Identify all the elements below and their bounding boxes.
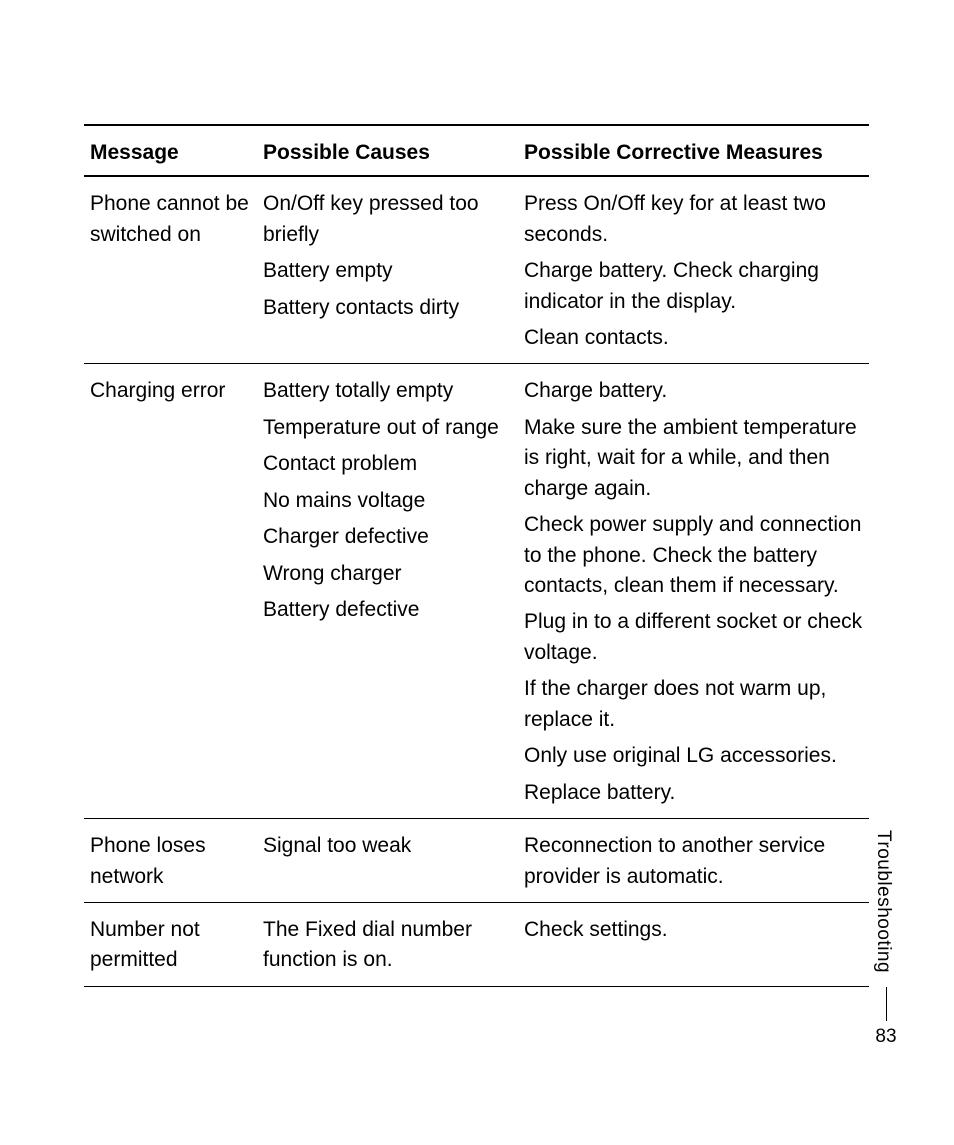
cell-fixes: Press On/Off key for at least two second…	[524, 176, 869, 364]
table-header-row: Message Possible Causes Possible Correct…	[84, 125, 869, 176]
cause-text: The Fixed dial number function is on.	[263, 915, 510, 976]
cell-causes: Battery totally empty Temperature out of…	[263, 364, 524, 819]
cell-causes: On/Off key pressed too briefly Battery e…	[263, 176, 524, 364]
cell-fixes: Check settings.	[524, 902, 869, 986]
table-row: Phone cannot be switched on On/Off key p…	[84, 176, 869, 364]
cell-fixes: Charge battery. Make sure the ambient te…	[524, 364, 869, 819]
cause-text: Wrong charger	[263, 559, 510, 589]
cell-message: Charging error	[84, 364, 263, 819]
cause-text: Battery empty	[263, 256, 510, 286]
side-rule	[886, 987, 887, 1021]
message-text: Phone loses network	[90, 831, 249, 892]
cause-text: Temperature out of range	[263, 413, 510, 443]
fix-text: Only use original LG accessories.	[524, 741, 869, 771]
cell-message: Number not permitted	[84, 902, 263, 986]
fix-text: Charge battery.	[524, 376, 869, 406]
message-text: Phone cannot be switched on	[90, 189, 249, 250]
col-header-message: Message	[84, 125, 263, 176]
cause-text: Battery defective	[263, 595, 510, 625]
col-header-causes: Possible Causes	[263, 125, 524, 176]
cell-causes: The Fixed dial number function is on.	[263, 902, 524, 986]
fix-text: Clean contacts.	[524, 323, 869, 353]
cell-causes: Signal too weak	[263, 819, 524, 903]
side-label: Troubleshooting 83	[874, 830, 898, 1046]
page: Message Possible Causes Possible Correct…	[0, 0, 954, 1145]
fix-text: If the charger does not warm up, replace…	[524, 674, 869, 735]
message-text: Charging error	[90, 376, 249, 406]
message-text: Number not permitted	[90, 915, 249, 976]
table-row: Phone loses network Signal too weak Reco…	[84, 819, 869, 903]
table-row: Charging error Battery totally empty Tem…	[84, 364, 869, 819]
troubleshooting-table: Message Possible Causes Possible Correct…	[84, 124, 869, 987]
cause-text: Charger defective	[263, 522, 510, 552]
fix-text: Make sure the ambient temperature is rig…	[524, 413, 869, 504]
fix-text: Replace battery.	[524, 778, 869, 808]
fix-text: Press On/Off key for at least two second…	[524, 189, 869, 250]
page-number: 83	[874, 1027, 898, 1046]
cause-text: On/Off key pressed too briefly	[263, 189, 510, 250]
fix-text: Charge battery. Check charging indicator…	[524, 256, 869, 317]
cause-text: No mains voltage	[263, 486, 510, 516]
table-row: Number not permitted The Fixed dial numb…	[84, 902, 869, 986]
fix-text: Plug in to a different socket or check v…	[524, 607, 869, 668]
fix-text: Check settings.	[524, 915, 869, 945]
section-label: Troubleshooting	[874, 830, 893, 973]
cause-text: Contact problem	[263, 449, 510, 479]
cell-fixes: Reconnection to another service provider…	[524, 819, 869, 903]
cell-message: Phone cannot be switched on	[84, 176, 263, 364]
fix-text: Check power supply and connection to the…	[524, 510, 869, 601]
cause-text: Battery totally empty	[263, 376, 510, 406]
cell-message: Phone loses network	[84, 819, 263, 903]
fix-text: Reconnection to another service provider…	[524, 831, 869, 892]
cause-text: Signal too weak	[263, 831, 510, 861]
cause-text: Battery contacts dirty	[263, 293, 510, 323]
col-header-fixes: Possible Corrective Measures	[524, 125, 869, 176]
